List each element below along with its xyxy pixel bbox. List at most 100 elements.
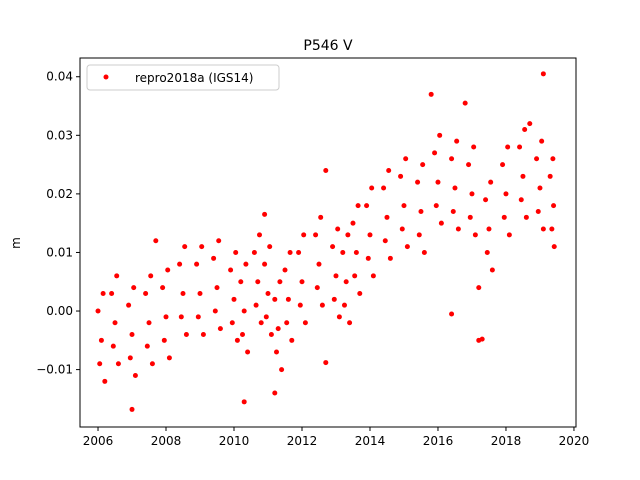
x-tick-label: 2014	[355, 434, 386, 448]
data-point	[267, 244, 273, 250]
data-point	[289, 337, 295, 343]
data-point	[263, 314, 269, 320]
x-tick-label: 2008	[151, 434, 182, 448]
data-point	[421, 249, 427, 255]
data-point	[486, 226, 492, 232]
data-point	[381, 185, 387, 191]
data-point	[357, 290, 363, 296]
data-point	[387, 255, 393, 261]
data-point	[500, 162, 506, 168]
data-point	[272, 390, 278, 396]
data-point	[277, 279, 283, 285]
data-point	[180, 290, 186, 296]
data-point	[102, 378, 108, 384]
data-point	[255, 279, 261, 285]
data-point	[241, 308, 247, 314]
data-point	[243, 261, 249, 267]
data-point	[279, 367, 285, 373]
data-point	[469, 191, 475, 197]
data-point	[182, 244, 188, 250]
data-point	[148, 273, 154, 279]
data-point	[284, 320, 290, 326]
data-point	[256, 232, 262, 238]
legend-label: repro2018a (IGS14)	[135, 71, 253, 85]
data-point	[262, 261, 268, 267]
data-point	[437, 132, 443, 138]
data-point	[195, 314, 201, 320]
data-point	[272, 296, 278, 302]
data-point	[132, 372, 138, 378]
data-point	[483, 197, 489, 203]
data-point	[240, 331, 246, 337]
y-tick-label: 0.02	[46, 187, 73, 201]
data-point	[165, 267, 171, 273]
data-point	[336, 314, 342, 320]
data-point	[449, 156, 455, 162]
data-point	[95, 308, 101, 314]
data-point	[467, 214, 473, 220]
data-point	[534, 156, 540, 162]
data-point	[527, 121, 533, 127]
data-point	[197, 290, 203, 296]
data-point	[297, 302, 303, 308]
y-tick-label: 0.00	[46, 304, 73, 318]
x-tick-label: 2006	[83, 434, 114, 448]
data-point	[253, 302, 259, 308]
y-tick-label: 0.04	[46, 70, 73, 84]
data-point	[333, 273, 339, 279]
data-point	[299, 279, 305, 285]
data-point	[335, 226, 341, 232]
data-point	[314, 285, 320, 291]
data-point	[518, 197, 524, 203]
data-point	[540, 226, 546, 232]
data-point	[262, 211, 268, 217]
data-point	[386, 167, 392, 173]
data-point	[471, 144, 477, 150]
data-point	[178, 314, 184, 320]
data-point	[340, 249, 346, 255]
data-point	[384, 214, 390, 220]
data-point	[97, 361, 103, 367]
data-point	[535, 208, 541, 214]
data-point	[166, 355, 172, 361]
x-tick-label: 2012	[287, 434, 318, 448]
data-point	[229, 320, 235, 326]
data-point	[153, 238, 159, 244]
data-point	[194, 261, 200, 267]
y-axis-label: m	[9, 237, 23, 249]
data-point	[347, 320, 353, 326]
data-point	[129, 406, 135, 412]
data-point	[370, 273, 376, 279]
data-point	[403, 156, 409, 162]
data-point	[343, 279, 349, 285]
data-point	[163, 314, 169, 320]
data-point	[432, 150, 438, 156]
data-point	[418, 208, 424, 214]
data-point	[462, 100, 468, 106]
data-point	[547, 173, 553, 179]
data-point	[98, 337, 104, 343]
y-tick-label: 0.01	[46, 245, 73, 259]
data-point	[245, 349, 251, 355]
data-point	[161, 337, 167, 343]
data-point	[450, 208, 456, 214]
data-point	[109, 290, 115, 296]
data-point	[258, 320, 264, 326]
data-point	[353, 249, 359, 255]
data-point	[268, 331, 274, 337]
data-point	[127, 355, 133, 361]
data-point	[449, 311, 455, 317]
data-point	[331, 296, 337, 302]
data-point	[517, 144, 523, 150]
data-point	[416, 232, 422, 238]
data-point	[330, 244, 336, 250]
data-point	[454, 138, 460, 144]
data-point	[115, 361, 121, 367]
data-point	[476, 285, 482, 291]
data-point	[488, 179, 494, 185]
data-point	[479, 336, 485, 342]
data-point	[523, 214, 529, 220]
data-point	[301, 232, 307, 238]
data-point	[540, 71, 546, 77]
